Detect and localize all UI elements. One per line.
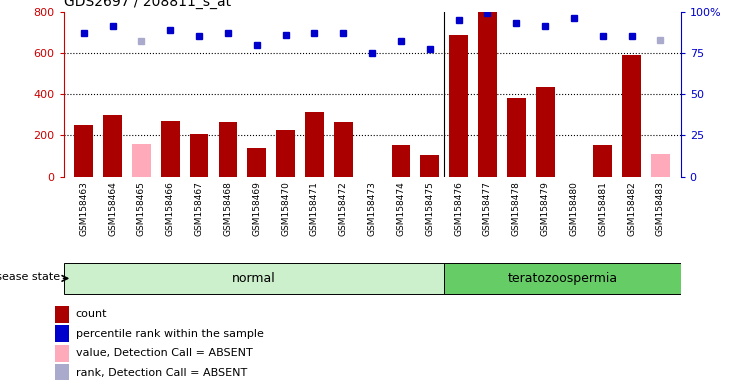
Bar	[622, 55, 641, 177]
Bar	[55, 306, 69, 323]
Text: GSM158465: GSM158465	[137, 181, 146, 236]
Text: GSM158479: GSM158479	[541, 181, 550, 236]
Text: GSM158468: GSM158468	[224, 181, 233, 236]
Bar	[392, 145, 411, 177]
Bar	[450, 35, 468, 177]
Text: GSM158470: GSM158470	[281, 181, 290, 236]
Text: GSM158466: GSM158466	[166, 181, 175, 236]
Text: GSM158471: GSM158471	[310, 181, 319, 236]
Text: GDS2697 / 208811_s_at: GDS2697 / 208811_s_at	[64, 0, 230, 9]
Bar	[305, 112, 324, 177]
Text: normal: normal	[232, 272, 276, 285]
Text: GSM158480: GSM158480	[569, 181, 578, 236]
Bar	[218, 122, 237, 177]
Bar	[103, 115, 122, 177]
Text: teratozoospermia: teratozoospermia	[507, 272, 618, 285]
Text: GSM158467: GSM158467	[194, 181, 203, 236]
Text: percentile rank within the sample: percentile rank within the sample	[76, 329, 264, 339]
Bar	[64, 263, 444, 294]
Text: GSM158476: GSM158476	[454, 181, 463, 236]
Text: GSM158474: GSM158474	[396, 181, 405, 236]
Bar	[74, 125, 94, 177]
Text: GSM158463: GSM158463	[79, 181, 88, 236]
Bar	[190, 134, 209, 177]
Text: rank, Detection Call = ABSENT: rank, Detection Call = ABSENT	[76, 367, 247, 377]
Text: disease state: disease state	[0, 271, 60, 282]
Bar	[444, 263, 681, 294]
Bar	[334, 122, 352, 177]
Text: value, Detection Call = ABSENT: value, Detection Call = ABSENT	[76, 348, 253, 358]
Bar	[55, 325, 69, 342]
Text: GSM158477: GSM158477	[483, 181, 492, 236]
Bar	[651, 154, 670, 177]
Bar	[420, 155, 439, 177]
Text: GSM158482: GSM158482	[627, 181, 636, 236]
Text: GSM158478: GSM158478	[512, 181, 521, 236]
Bar	[593, 145, 612, 177]
Text: GSM158483: GSM158483	[656, 181, 665, 236]
Text: count: count	[76, 309, 107, 319]
Bar	[248, 148, 266, 177]
Bar	[132, 144, 151, 177]
Text: GSM158464: GSM158464	[108, 181, 117, 236]
Text: GSM158475: GSM158475	[426, 181, 435, 236]
Text: GSM158472: GSM158472	[339, 181, 348, 236]
Text: GSM158473: GSM158473	[367, 181, 377, 236]
Bar	[161, 121, 180, 177]
Text: GSM158481: GSM158481	[598, 181, 607, 236]
Text: GSM158469: GSM158469	[252, 181, 261, 236]
Bar	[55, 345, 69, 362]
Bar	[55, 364, 69, 381]
Bar	[536, 87, 554, 177]
Bar	[507, 98, 526, 177]
Bar	[478, 12, 497, 177]
Bar	[276, 130, 295, 177]
